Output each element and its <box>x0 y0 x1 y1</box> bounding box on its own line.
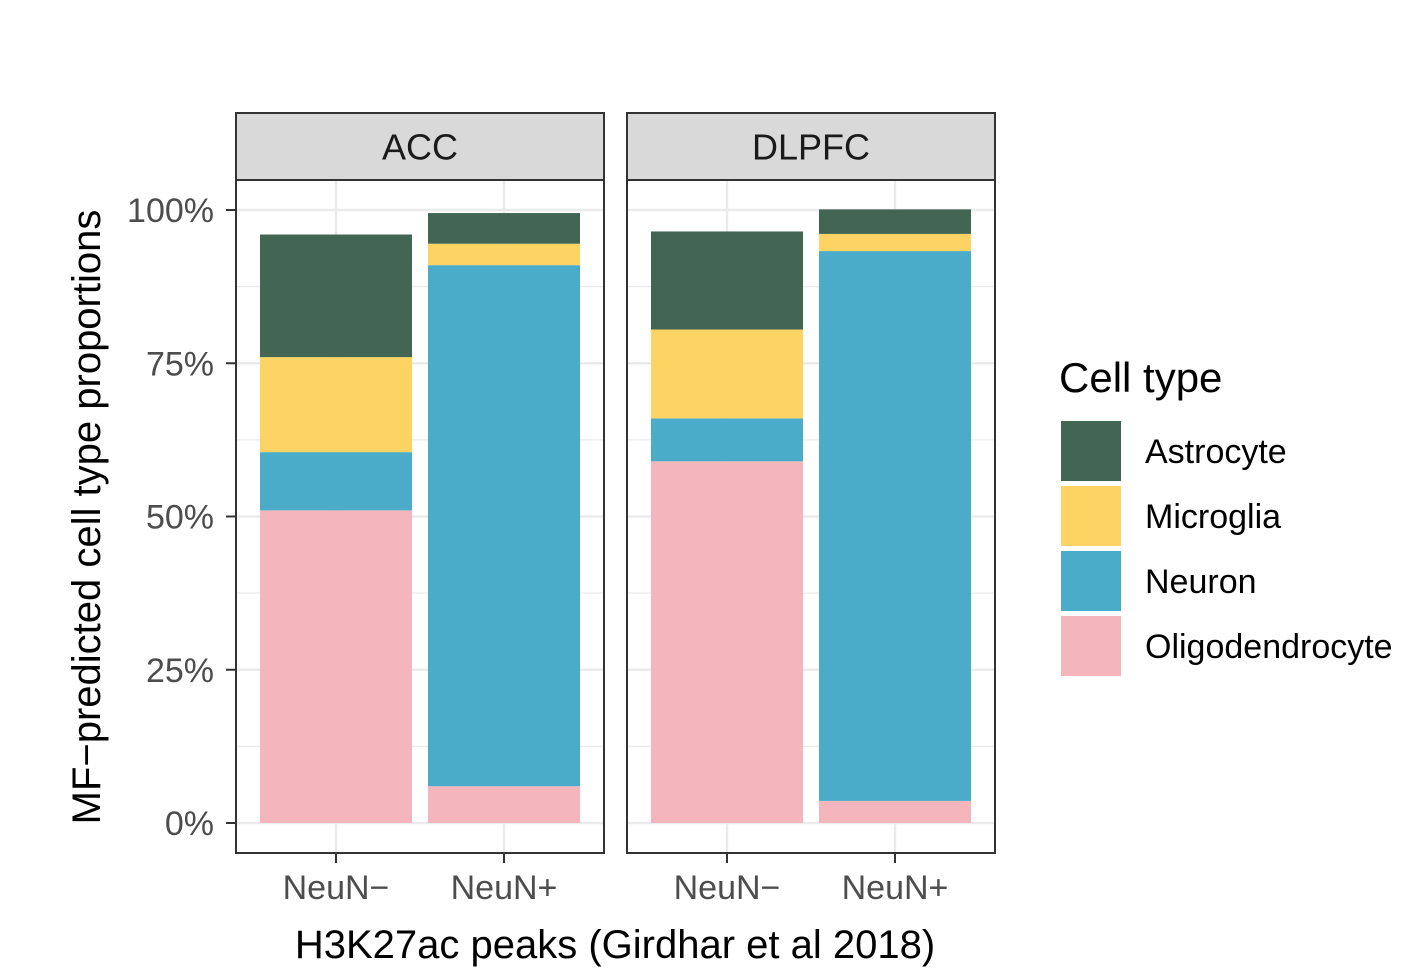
facet-strip-label: ACC <box>382 127 458 168</box>
y-axis-title: MF−predicted cell type proportions <box>65 210 109 825</box>
bar-segment-acc-neun-plus-microglia <box>428 243 580 266</box>
legend-label-oligodendrocyte: Oligodendrocyte <box>1145 628 1393 666</box>
legend-key-oligodendrocyte <box>1061 616 1121 676</box>
legend-label-microglia: Microglia <box>1145 498 1281 536</box>
bar-segment-dlpfc-neun-minus-neuron <box>651 418 803 462</box>
y-tick-label: 100% <box>127 192 214 230</box>
x-tick-label: NeuN− <box>283 869 390 907</box>
bar-segment-acc-neun-plus-astrocyte <box>428 213 580 244</box>
facet-strip-label: DLPFC <box>752 127 870 168</box>
bar-segment-dlpfc-neun-plus-oligodendrocyte <box>819 800 971 823</box>
x-axis-title: H3K27ac peaks (Girdhar et al 2018) <box>295 923 935 967</box>
facet-strip <box>235 112 605 181</box>
bar-segment-acc-neun-plus-oligodendrocyte <box>428 786 580 823</box>
bar-segment-acc-neun-minus-neuron <box>260 452 412 511</box>
bar-segment-acc-neun-minus-oligodendrocyte <box>260 510 412 823</box>
bar-segment-dlpfc-neun-minus-oligodendrocyte <box>651 461 803 823</box>
y-tick-label: 75% <box>146 345 214 383</box>
y-axis: 0% 25% 50% 75% 100% <box>127 192 236 843</box>
legend-label-astrocyte: Astrocyte <box>1145 433 1287 471</box>
facet-strip <box>626 112 996 181</box>
legend-key-neuron <box>1061 551 1121 611</box>
x-tick-label: NeuN+ <box>451 869 558 907</box>
bar-segment-acc-neun-minus-astrocyte <box>260 234 412 358</box>
bar-segment-acc-neun-minus-microglia <box>260 357 412 453</box>
x-tick-label: NeuN− <box>674 869 781 907</box>
legend: Cell type Astrocyte Microglia Neuron Oligode… <box>1059 354 1393 676</box>
legend-title: Cell type <box>1059 354 1222 401</box>
facet-panel-dlpfc: DLPFC NeuN− NeuN+ <box>626 112 996 907</box>
bar-segment-dlpfc-neun-minus-astrocyte <box>651 231 803 330</box>
bar-segment-acc-neun-plus-neuron <box>428 265 580 787</box>
bar-segment-dlpfc-neun-plus-microglia <box>819 233 971 252</box>
y-tick-label: 0% <box>165 805 214 843</box>
y-tick-label: 50% <box>146 499 214 537</box>
bar-segment-dlpfc-neun-minus-microglia <box>651 329 803 419</box>
facet-panel-acc: ACC NeuN− NeuN+ <box>235 112 605 907</box>
x-tick-label: NeuN+ <box>842 869 949 907</box>
bar-segment-dlpfc-neun-plus-astrocyte <box>819 209 971 234</box>
bar-segment-dlpfc-neun-plus-neuron <box>819 251 971 801</box>
legend-key-astrocyte <box>1061 421 1121 481</box>
legend-key-microglia <box>1061 486 1121 546</box>
y-tick-label: 25% <box>146 652 214 690</box>
legend-label-neuron: Neuron <box>1145 563 1257 601</box>
